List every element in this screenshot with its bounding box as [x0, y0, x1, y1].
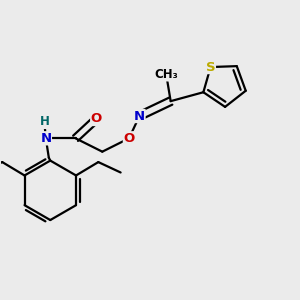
Text: O: O: [123, 132, 135, 145]
Text: N: N: [40, 132, 51, 145]
Text: S: S: [206, 61, 215, 74]
Text: H: H: [39, 116, 49, 128]
Text: O: O: [91, 112, 102, 125]
Text: N: N: [134, 110, 145, 122]
Text: CH₃: CH₃: [154, 68, 178, 81]
